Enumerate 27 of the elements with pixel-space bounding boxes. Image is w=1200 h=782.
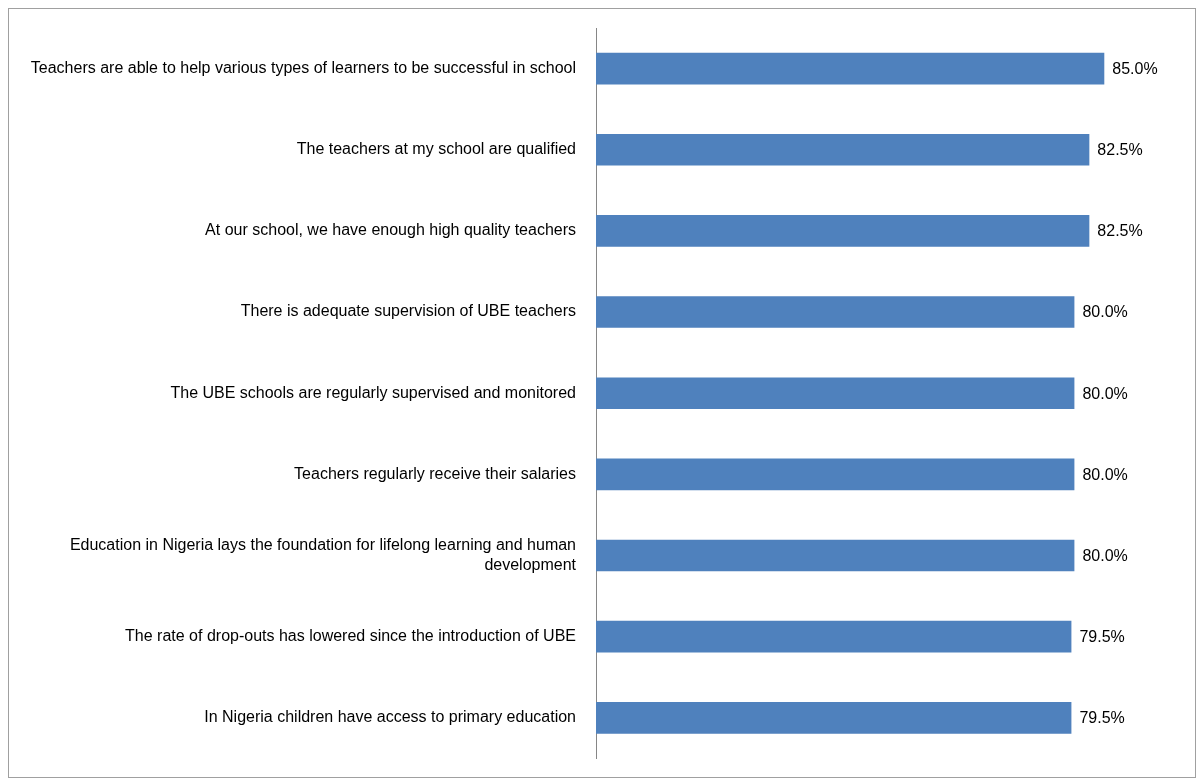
bar (596, 296, 1075, 328)
data-label: 82.5% (1097, 141, 1143, 159)
y-tick-label: The teachers at my school are qualified (296, 140, 576, 158)
bar (596, 458, 1075, 491)
data-label: 79.5% (1079, 709, 1125, 727)
y-tick-label: There is adequate supervision of UBE teachers (240, 302, 576, 320)
y-tick-label: Teachers regularly receive their salaries (294, 464, 576, 482)
data-label: 79.5% (1079, 628, 1125, 646)
data-label: 85.0% (1112, 59, 1158, 77)
bar (596, 52, 1105, 85)
bar (596, 539, 1075, 572)
y-tick-label: The UBE schools are regularly supervised and monitored (170, 383, 576, 401)
y-tick-label: In Nigeria children have access to primary education (204, 708, 576, 726)
y-tick-label: At our school, we have enough high quality teachers (205, 221, 576, 239)
bar (596, 702, 1072, 734)
y-tick-label: The rate of drop-outs has lowered since the introduction of UBE (125, 627, 576, 645)
data-label: 80.0% (1082, 303, 1128, 321)
bar (596, 620, 1072, 653)
data-label: 80.0% (1082, 465, 1128, 483)
data-label: 80.0% (1082, 384, 1128, 402)
data-label: 82.5% (1097, 222, 1143, 240)
bar (596, 377, 1075, 410)
data-label: 80.0% (1082, 546, 1128, 564)
bar (596, 215, 1090, 247)
y-tick-label: Teachers are able to help various types of learners to be successful in school (30, 58, 576, 76)
y-tick-label: Education in Nigeria lays the foundation for lifelong learning and human development (69, 536, 577, 573)
bar (596, 133, 1090, 166)
